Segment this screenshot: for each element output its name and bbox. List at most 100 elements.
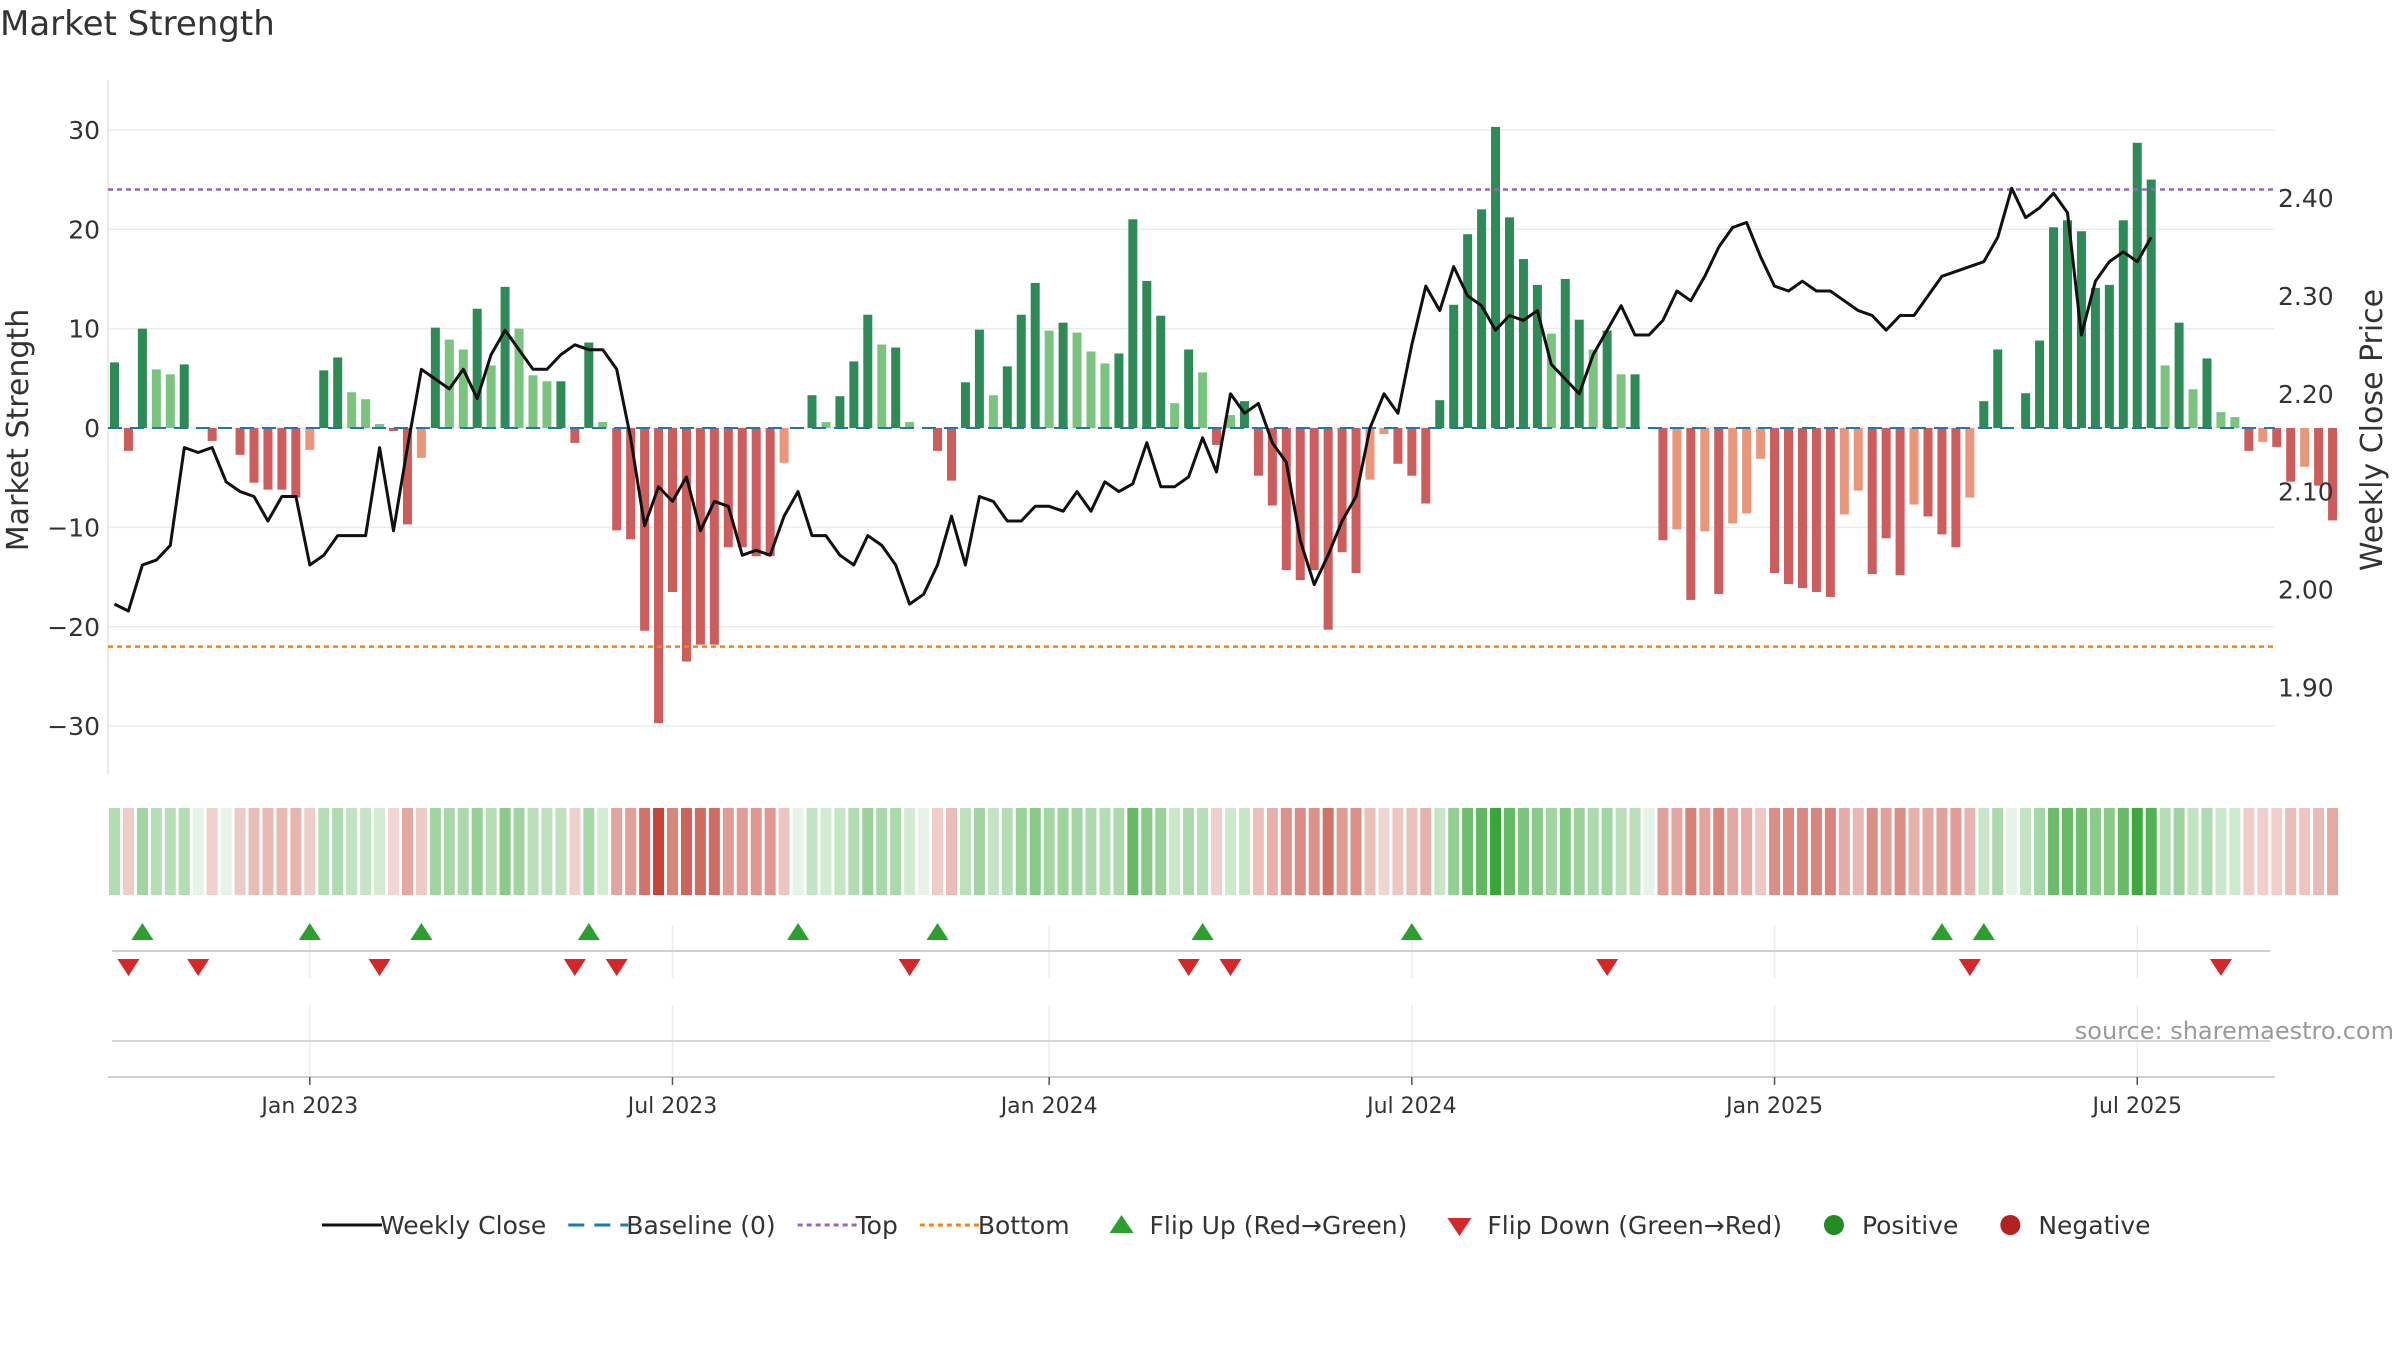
strength-bar [626, 428, 636, 540]
strength-bar [2174, 322, 2184, 428]
strength-bar [500, 286, 510, 428]
heat-cell [1490, 808, 1502, 895]
strength-bar [695, 428, 705, 645]
strength-bar [1323, 428, 1333, 630]
strength-bar [1267, 428, 1277, 506]
heat-cell [360, 808, 372, 895]
x-tick-label: Jul 2025 [2090, 1094, 2182, 1119]
heat-cell [583, 808, 595, 895]
heat-cell [569, 808, 581, 895]
heat-cell [1657, 808, 1669, 895]
flip-down-marker [117, 959, 140, 976]
flip-down-marker [1958, 959, 1981, 976]
heat-cell [527, 808, 539, 895]
heat-cell [248, 808, 260, 895]
legend-swatch-flip-down [1447, 1218, 1472, 1236]
heat-cell [639, 808, 651, 895]
strength-bar [2049, 227, 2059, 428]
flip-up-marker [298, 923, 321, 940]
strength-bar [2216, 412, 2226, 428]
heat-cell [1727, 808, 1739, 895]
strength-bar [1044, 330, 1054, 428]
strength-bar [2314, 428, 2324, 486]
strength-bar [416, 428, 426, 458]
flip-up-marker [1972, 923, 1995, 940]
strength-bar [1686, 428, 1696, 600]
strength-bar [779, 428, 789, 463]
strength-heat-strip [109, 808, 2339, 895]
strength-bar [542, 381, 552, 428]
strength-bar [1156, 315, 1166, 428]
strength-bar [960, 382, 970, 428]
legend-label-negative: Negative [2038, 1211, 2150, 1240]
heat-cell [1476, 808, 1488, 895]
x-tick-label: Jul 2024 [1365, 1094, 1457, 1119]
strength-bar [751, 428, 761, 557]
y2-axis-title: Weekly Close Price [2355, 289, 2390, 571]
strength-bar [1170, 403, 1180, 428]
strength-bar [849, 361, 859, 428]
weekly-close-line [113, 186, 2153, 613]
flip-up-marker [1400, 923, 1423, 940]
heat-cell [122, 808, 134, 895]
heat-cell [1880, 808, 1892, 895]
strength-bar [1756, 428, 1766, 459]
strength-bar [1532, 284, 1542, 428]
heat-cell [1238, 808, 1250, 895]
heat-cell [2215, 808, 2227, 895]
strength-bar [2035, 340, 2045, 428]
strength-bar [1072, 332, 1082, 428]
heat-cell [611, 808, 623, 895]
legend-label-top: Top [855, 1211, 898, 1240]
strength-bar [137, 328, 147, 428]
heat-cell [680, 808, 692, 895]
heat-cell [136, 808, 148, 895]
strength-bar [110, 362, 119, 428]
y-axis-title: Market Strength [1, 309, 36, 551]
strength-bar [681, 428, 691, 662]
heat-cell [778, 808, 790, 895]
strength-bar [1630, 374, 1640, 428]
heat-cell [653, 808, 665, 895]
strength-bar [765, 428, 775, 557]
strength-bar [891, 347, 901, 428]
y2-tick-label: 2.20 [2278, 380, 2334, 409]
strength-bar [1770, 428, 1780, 574]
heat-cell [2201, 808, 2213, 895]
heat-cell [109, 808, 120, 895]
flip-down-marker [1596, 959, 1619, 976]
heat-cell [667, 808, 678, 895]
heat-cell [1350, 808, 1362, 895]
heat-cell [388, 808, 399, 895]
heat-cell [764, 808, 776, 895]
strength-bar [1114, 353, 1124, 428]
heat-cell [401, 808, 413, 895]
strength-bar [123, 428, 133, 451]
strength-bar [514, 328, 524, 428]
y-axis: 30 20 10 0 −10 −20 −30 Market Strength [1, 116, 100, 741]
heat-cell [792, 808, 804, 895]
strength-bar [1002, 366, 1012, 428]
strength-bar [1030, 282, 1040, 428]
strength-bar [2300, 428, 2310, 467]
y2-tick-label: 2.10 [2278, 478, 2334, 507]
strength-bar [1616, 374, 1626, 428]
heat-cell [2089, 808, 2101, 895]
strength-bar [2328, 428, 2338, 521]
strength-bar [709, 428, 719, 645]
strength-bar [2104, 284, 2114, 428]
heat-cell [1587, 808, 1599, 895]
heat-cell [164, 808, 176, 895]
heat-cell [1113, 808, 1125, 895]
strength-bar [319, 370, 329, 428]
strength-bar [1518, 259, 1528, 428]
strength-bar [1058, 322, 1068, 428]
y-tick-label: 10 [68, 315, 100, 344]
strength-bar [1379, 428, 1389, 434]
heat-cell [1197, 808, 1209, 895]
heat-cell [346, 808, 358, 895]
heat-cell [332, 808, 344, 895]
heat-cell [1699, 808, 1711, 895]
strength-bar [1839, 428, 1849, 515]
heat-cell [1336, 808, 1348, 895]
